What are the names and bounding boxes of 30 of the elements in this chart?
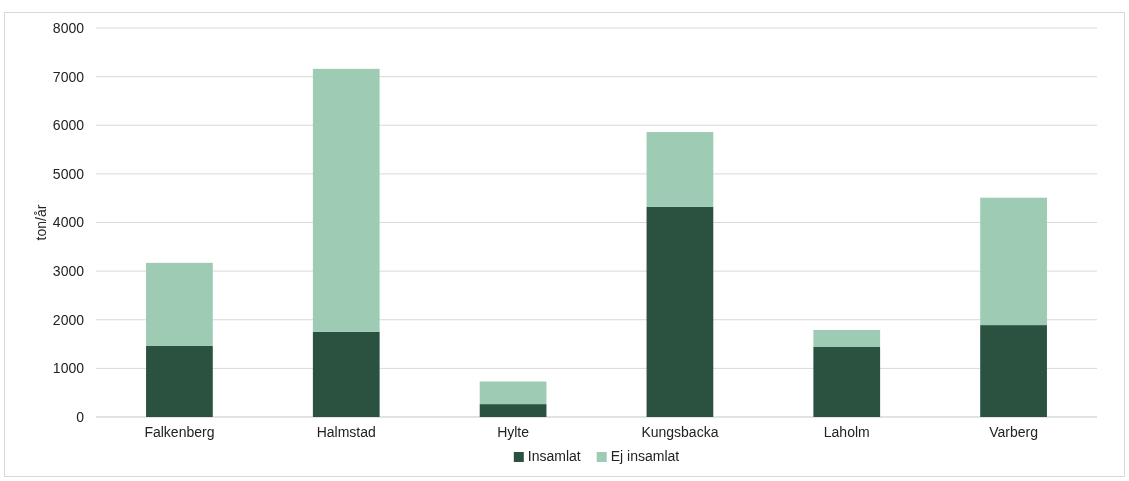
y-tick-label: 3000 (52, 263, 85, 280)
y-axis-title: ton/år (33, 204, 49, 241)
bar (479, 381, 547, 405)
x-tick-label: Laholm (823, 423, 870, 440)
bar (312, 68, 380, 332)
x-tick-label: Hylte (497, 423, 530, 440)
y-tick-label: 8000 (52, 19, 85, 36)
y-tick-label: 6000 (52, 117, 85, 134)
y-tick-label: 1000 (52, 360, 85, 377)
y-tick-label: 7000 (52, 68, 85, 85)
bar (479, 404, 547, 417)
bar (146, 346, 213, 417)
bar (980, 197, 1047, 326)
x-tick-label: Falkenberg (144, 423, 215, 440)
bar (813, 346, 881, 417)
bar (646, 132, 714, 207)
y-tick-label: 4000 (52, 214, 85, 231)
y-tick-label: 2000 (52, 311, 85, 328)
legend-label: Insamlat (527, 448, 581, 464)
bar (146, 262, 213, 347)
bar (980, 325, 1047, 417)
legend-label: Ej insamlat (610, 448, 680, 464)
x-tick-label: Halmstad (316, 423, 376, 440)
y-tick-label: 5000 (52, 165, 85, 182)
y-tick-label: 0 (76, 408, 85, 425)
bar (813, 329, 881, 347)
x-tick-label: Varberg (989, 423, 1038, 440)
x-tick-label: Kungsbacka (641, 423, 719, 440)
bar (646, 206, 714, 417)
bar (312, 331, 380, 417)
